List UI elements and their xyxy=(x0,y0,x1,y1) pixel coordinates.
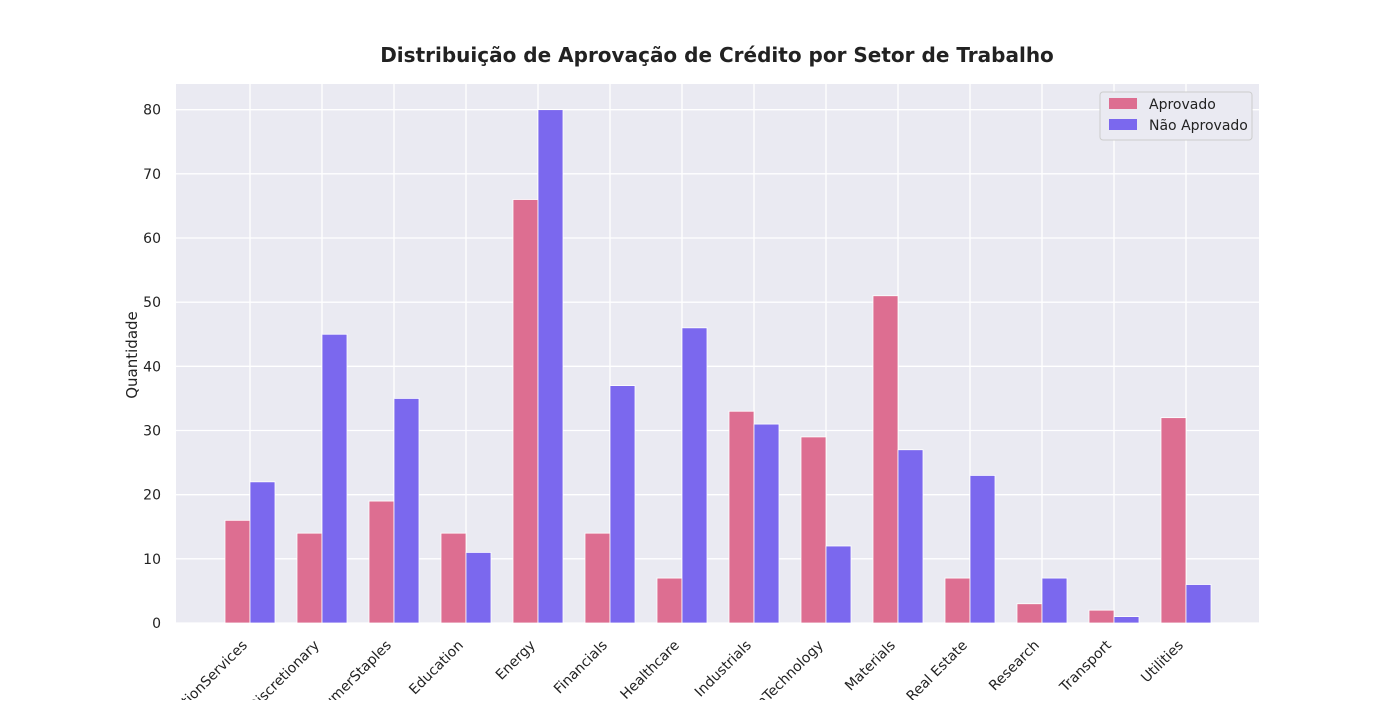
bar-aprovado xyxy=(224,519,251,624)
y-tick-label: 80 xyxy=(143,103,161,119)
y-tick-label: 0 xyxy=(152,616,161,632)
bar-nao-aprovado xyxy=(609,385,636,624)
bar-nao-aprovado xyxy=(537,109,564,624)
bar-aprovado xyxy=(1160,417,1187,624)
legend-label-aprovado: Aprovado xyxy=(1149,97,1216,113)
bar-aprovado xyxy=(728,410,755,624)
y-tick-label: 20 xyxy=(143,488,161,504)
x-tick-label: Transport xyxy=(1056,637,1115,696)
x-tick-label: Education xyxy=(406,638,467,699)
y-tick-label: 60 xyxy=(143,231,161,247)
legend-swatch-nao-aprovado xyxy=(1109,119,1137,130)
bar-nao-aprovado xyxy=(753,423,780,624)
bar-aprovado xyxy=(800,436,827,624)
bar-aprovado xyxy=(944,577,971,624)
bar-nao-aprovado xyxy=(321,333,348,624)
bar-nao-aprovado xyxy=(249,481,276,624)
bar-nao-aprovado xyxy=(1185,584,1212,624)
y-axis-label: Quantidade xyxy=(123,311,141,399)
y-tick-label: 70 xyxy=(143,167,161,183)
bar-aprovado xyxy=(1088,609,1115,624)
bar-nao-aprovado xyxy=(897,449,924,624)
bar-aprovado xyxy=(368,500,395,624)
bar-aprovado xyxy=(512,199,539,624)
y-tick-label: 40 xyxy=(143,359,161,375)
x-tick-label: Energy xyxy=(493,638,539,684)
x-tick-label: Real Estate xyxy=(904,638,971,700)
bar-aprovado xyxy=(296,532,323,624)
bar-nao-aprovado xyxy=(1041,577,1068,624)
x-tick-label: tionServices xyxy=(179,638,251,700)
chart-title: Distribuição de Aprovação de Crédito por… xyxy=(380,43,1054,67)
x-tick-label: nTechnology xyxy=(754,638,827,700)
bar-aprovado xyxy=(440,532,467,624)
legend: Aprovado Não Aprovado xyxy=(1099,91,1253,141)
bar-nao-aprovado xyxy=(681,327,708,624)
legend-swatch-aprovado xyxy=(1109,98,1137,109)
bar-nao-aprovado xyxy=(825,545,852,624)
bars xyxy=(224,109,1212,624)
x-tick-label: Discretionary xyxy=(246,638,323,700)
bar-aprovado xyxy=(872,295,899,624)
x-tick-label: Industrials xyxy=(692,638,755,700)
y-tick-label: 30 xyxy=(143,424,161,440)
bar-nao-aprovado xyxy=(969,475,996,624)
x-tick-label: Financials xyxy=(551,638,611,698)
x-tick-label: Utilities xyxy=(1138,638,1187,687)
bar-nao-aprovado xyxy=(465,552,492,624)
y-tick-label: 50 xyxy=(143,295,161,311)
y-axis-ticks: 0 10 20 30 40 50 60 70 80 xyxy=(143,103,161,632)
x-tick-label: Research xyxy=(986,638,1043,695)
bar-nao-aprovado xyxy=(1113,616,1140,624)
bar-aprovado xyxy=(1016,603,1043,624)
bar-aprovado xyxy=(584,532,611,624)
legend-box xyxy=(1099,91,1253,141)
bar-nao-aprovado xyxy=(393,398,420,624)
x-tick-label: Materials xyxy=(842,638,899,695)
y-tick-label: 10 xyxy=(143,552,161,568)
legend-label-nao-aprovado: Não Aprovado xyxy=(1149,118,1248,134)
x-tick-label: umerStaples xyxy=(321,638,395,700)
bar-aprovado xyxy=(656,577,683,624)
x-tick-label: Healthcare xyxy=(618,638,683,700)
